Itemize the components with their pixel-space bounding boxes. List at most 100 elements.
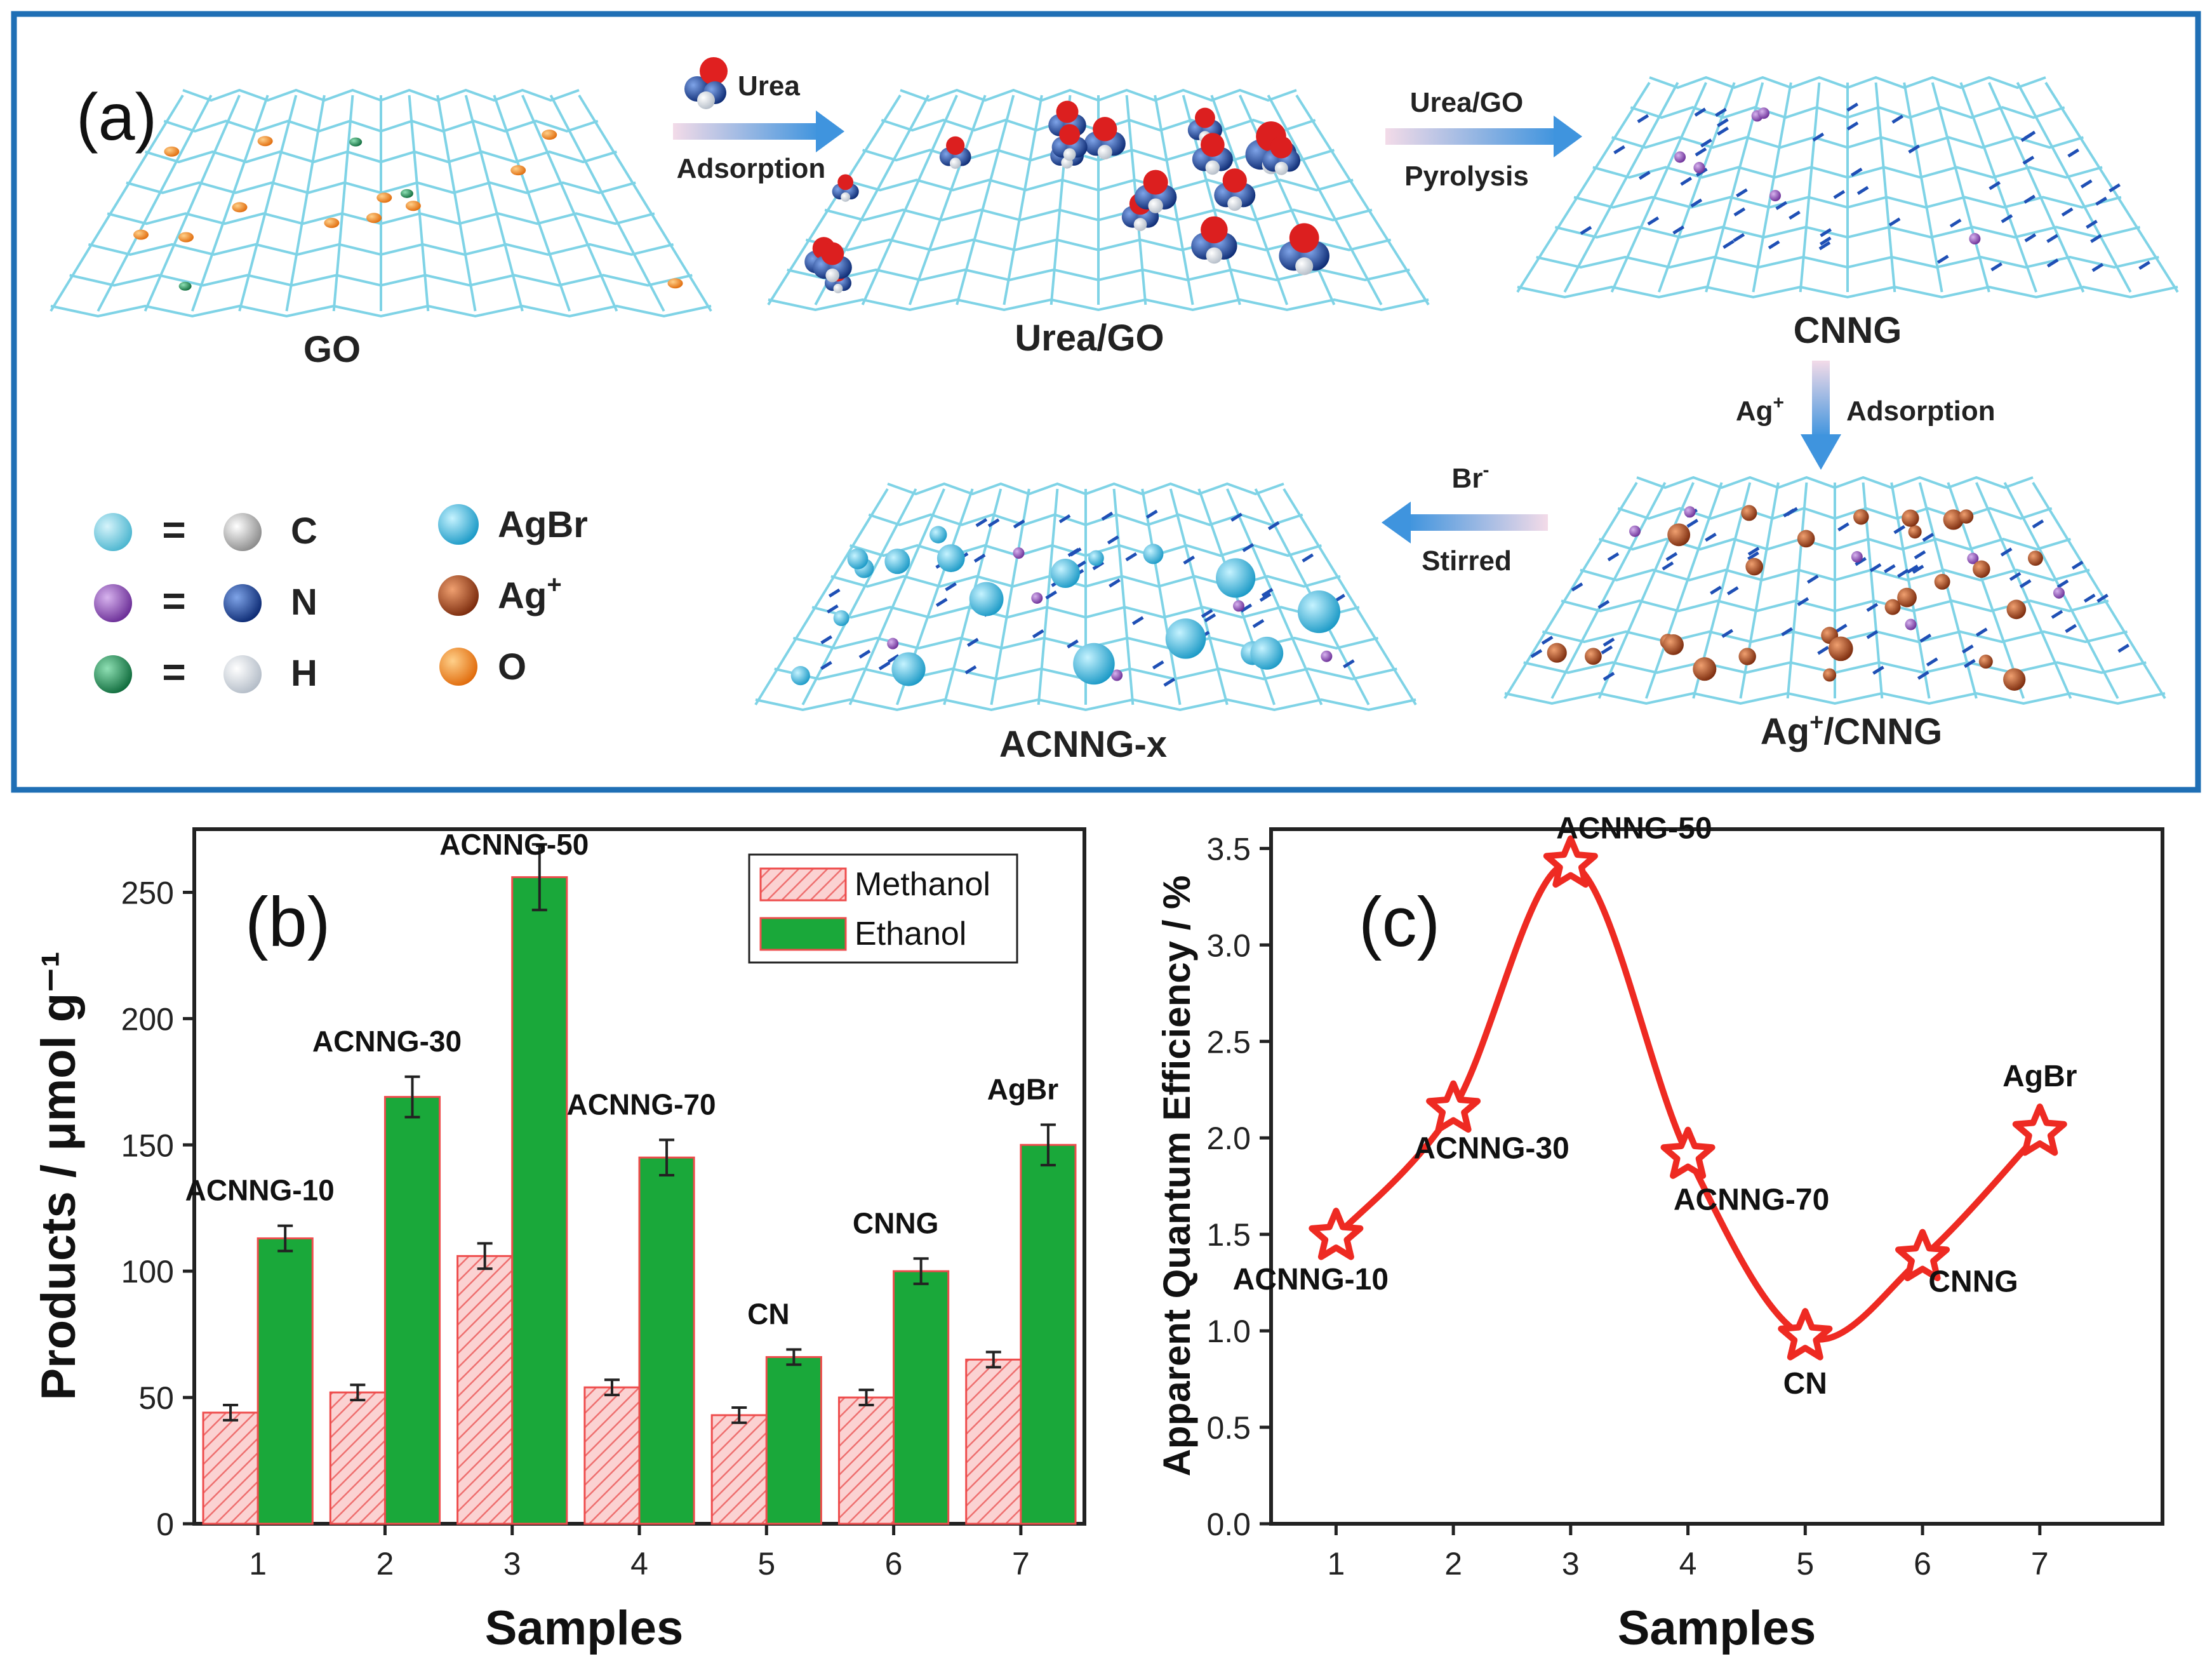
panel-c-ytick-label: 2.0 xyxy=(1206,1121,1251,1156)
stage-urea-go-label: Urea/GO xyxy=(1015,317,1164,359)
methanol-bar xyxy=(202,1411,259,1525)
panel-c-point-label: AgBr xyxy=(2002,1060,2077,1093)
panel-c-xtick-label: 5 xyxy=(1796,1546,1814,1582)
panel-c-xtick-label: 4 xyxy=(1679,1546,1697,1582)
legend-ag: Ag+ xyxy=(498,571,562,616)
legend-c: C xyxy=(291,510,317,552)
panel-c: 0.0 0.5 1.0 1.5 2.0 2.5 3.0 3.5 1 2 3 4 5 6 7 ACNNG-10… xyxy=(1156,812,2164,1655)
arrow-urea-adsorption: Urea Adsorption xyxy=(673,57,844,184)
error-bar xyxy=(913,1257,929,1286)
panel-c-ytick-label: 3.5 xyxy=(1206,831,1251,867)
panel-b-annotation: ACNNG-30 xyxy=(312,1025,462,1058)
panel-a-label: (a) xyxy=(76,81,157,154)
panel-b-legend: Methanol Ethanol xyxy=(748,853,1018,964)
panel-c-point-label: ACNNG-50 xyxy=(1556,812,1712,846)
ethanol-bar xyxy=(893,1270,950,1525)
star-marker xyxy=(1426,1080,1481,1133)
ethanol-bar xyxy=(257,1237,314,1525)
panel-b-xtick-label: 2 xyxy=(376,1546,394,1582)
panel-b-annotation: CNNG xyxy=(853,1206,938,1239)
star-marker xyxy=(1543,835,1598,888)
panel-c-ytick-label: 1.0 xyxy=(1206,1314,1251,1349)
ethanol-bar xyxy=(511,876,568,1525)
error-bar xyxy=(223,1404,239,1422)
panel-b-xtick-label: 4 xyxy=(630,1546,648,1582)
sheet-ag-cnng xyxy=(1503,476,2166,705)
ethanol-bar xyxy=(765,1356,822,1525)
panel-b-axes: 0 50 100 150 200 250 1 2 3 4 5 6 7 xyxy=(121,875,1030,1582)
panel-b-ylabel: Products / μmol g⁻¹ xyxy=(32,951,86,1400)
arrow-urea-text: Urea xyxy=(738,70,800,102)
stage-ag-cnng-label: Ag+/CNNG xyxy=(1761,709,1942,752)
ethanol-bar xyxy=(638,1156,695,1525)
error-bar xyxy=(858,1389,874,1407)
panel-c-point-label: ACNNG-10 xyxy=(1233,1263,1389,1296)
arrow-pyrolysis: Urea/GO Pyrolysis xyxy=(1385,87,1582,192)
stage-acnng-label: ACNNG-x xyxy=(999,724,1167,765)
panel-b-ytick-label: 250 xyxy=(121,875,174,910)
star-marker xyxy=(2012,1103,2067,1156)
error-bar xyxy=(477,1242,493,1270)
svg-text:=: = xyxy=(162,507,185,552)
ethanol-bar xyxy=(383,1096,441,1525)
error-bar xyxy=(985,1350,1001,1369)
panel-b-xtick-label: 5 xyxy=(757,1546,775,1582)
panel-c-ylabel: Apparent Quantum Efficiency / % xyxy=(1156,876,1198,1477)
sheet-cnng xyxy=(1516,76,2179,299)
panel-b-xtick-label: 3 xyxy=(503,1546,521,1582)
error-bar xyxy=(277,1224,293,1253)
panel-c-point-label: CNNG xyxy=(1928,1265,2018,1299)
panel-b-ytick-label: 0 xyxy=(156,1507,174,1542)
panel-c-point-label: ACNNG-70 xyxy=(1674,1183,1829,1217)
panel-c-xtick-label: 2 xyxy=(1444,1546,1462,1582)
arrow-adsorption-text: Adsorption xyxy=(677,153,826,184)
panel-b-xtick-label: 7 xyxy=(1012,1546,1030,1582)
legend-o: O xyxy=(498,646,526,688)
panel-b-xtick-label: 6 xyxy=(885,1546,903,1582)
panel-c-marks: ACNNG-10 ACNNG-30 ACNNG-50 ACNNG-70 CN CNNG Ag… xyxy=(1233,812,2077,1401)
panel-c-label: (c) xyxy=(1359,883,1440,961)
error-bar xyxy=(350,1383,366,1402)
atom-legend: = C = N = H AgBr Ag+ O xyxy=(94,504,588,695)
star-marker xyxy=(1778,1308,1833,1361)
panel-b-ytick-label: 50 xyxy=(138,1380,174,1416)
panel-b-label: (b) xyxy=(245,883,330,961)
arrow-stirred: Br- Stirred xyxy=(1382,460,1548,576)
arrow-pyrolysis-text: Pyrolysis xyxy=(1404,161,1529,192)
sheet-acnng xyxy=(754,482,1417,712)
panel-c-xtick-label: 3 xyxy=(1562,1546,1580,1582)
error-bar xyxy=(659,1138,675,1177)
svg-text:=: = xyxy=(162,649,185,695)
panel-c-axes: 0.0 0.5 1.0 1.5 2.0 2.5 3.0 3.5 1 2 3 4 5 6 7 xyxy=(1206,831,2048,1582)
panel-c-xtick-label: 1 xyxy=(1327,1546,1345,1582)
ethanol-bar xyxy=(1020,1143,1077,1525)
arrow-br-text: Br- xyxy=(1452,460,1489,494)
panel-b-ytick-label: 100 xyxy=(121,1254,174,1289)
panel-c-xlabel: Samples xyxy=(1618,1601,1816,1655)
arrow-ag-adsorption: Ag+ Adsorption xyxy=(1736,361,1995,470)
panel-b-ytick-label: 200 xyxy=(121,1001,174,1037)
sheet-go xyxy=(50,88,712,318)
panel-c-ytick-label: 2.5 xyxy=(1206,1024,1251,1060)
urea-molecule-icon xyxy=(684,57,728,109)
arrow-ag-text: Ag+ xyxy=(1736,392,1784,427)
methanol-bar xyxy=(710,1414,768,1525)
panel-b-annotation: AgBr xyxy=(987,1072,1059,1105)
stage-cnng-label: CNNG xyxy=(1794,310,1902,351)
panel-c-ytick-label: 0.0 xyxy=(1206,1507,1251,1542)
error-bar xyxy=(786,1348,802,1366)
methanol-bar xyxy=(329,1391,386,1525)
panel-c-ytick-label: 3.0 xyxy=(1206,928,1251,963)
legend-n: N xyxy=(291,582,317,623)
arrow-urea-go-text: Urea/GO xyxy=(1410,87,1524,118)
methanol-bar xyxy=(583,1386,641,1525)
panel-c-xtick-label: 6 xyxy=(1914,1546,1931,1582)
methanol-bar xyxy=(837,1396,895,1525)
panel-b-xlabel: Samples xyxy=(485,1601,684,1655)
stage-go-label: GO xyxy=(303,329,361,370)
panel-b-annotation: ACNNG-50 xyxy=(439,828,589,861)
panel-c-xtick-label: 7 xyxy=(2031,1546,2049,1582)
panel-c-plot-area xyxy=(1269,827,2164,1526)
legend-h: H xyxy=(291,653,317,694)
